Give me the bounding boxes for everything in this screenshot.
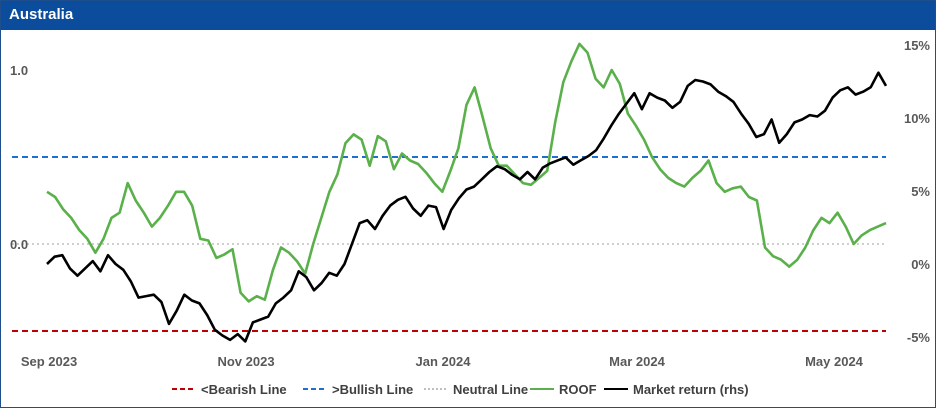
- x-tick-label: Mar 2024: [609, 354, 665, 369]
- y-right-tick-label: 5%: [911, 184, 930, 199]
- legend-label-market: Market return (rhs): [633, 382, 749, 397]
- y-right-tick-label: 10%: [904, 111, 930, 126]
- y-left-axis: 1.0 0.0: [10, 63, 28, 252]
- legend: <Bearish Line >Bullish Line Neutral Line RO…: [172, 382, 749, 397]
- x-tick-label: Sep 2023: [21, 354, 77, 369]
- y-right-tick-label: 0%: [911, 257, 930, 272]
- x-tick-label: May 2024: [805, 354, 864, 369]
- y-right-tick-label: 15%: [904, 38, 930, 53]
- x-tick-label: Jan 2024: [416, 354, 472, 369]
- y-right-tick-label: -5%: [907, 330, 931, 345]
- y-right-axis: 15% 10% 5% 0% -5%: [904, 38, 930, 345]
- legend-label-bullish: >Bullish Line: [332, 382, 413, 397]
- series-market-return-line: [46, 71, 888, 343]
- x-tick-label: Nov 2023: [217, 354, 274, 369]
- y-left-tick-label: 1.0: [10, 63, 28, 78]
- legend-label-roof: ROOF: [559, 382, 597, 397]
- series-roof-line: [46, 42, 887, 303]
- chart-title: Australia: [9, 6, 74, 23]
- series-group: [46, 42, 888, 343]
- reference-lines: [12, 156, 886, 332]
- legend-label-bearish: <Bearish Line: [201, 382, 287, 397]
- y-left-tick-label: 0.0: [10, 237, 28, 252]
- title-bar: Australia: [1, 1, 935, 30]
- x-axis: Sep 2023 Nov 2023 Jan 2024 Mar 2024 May 2024: [21, 354, 864, 369]
- legend-label-neutral: Neutral Line: [453, 382, 528, 397]
